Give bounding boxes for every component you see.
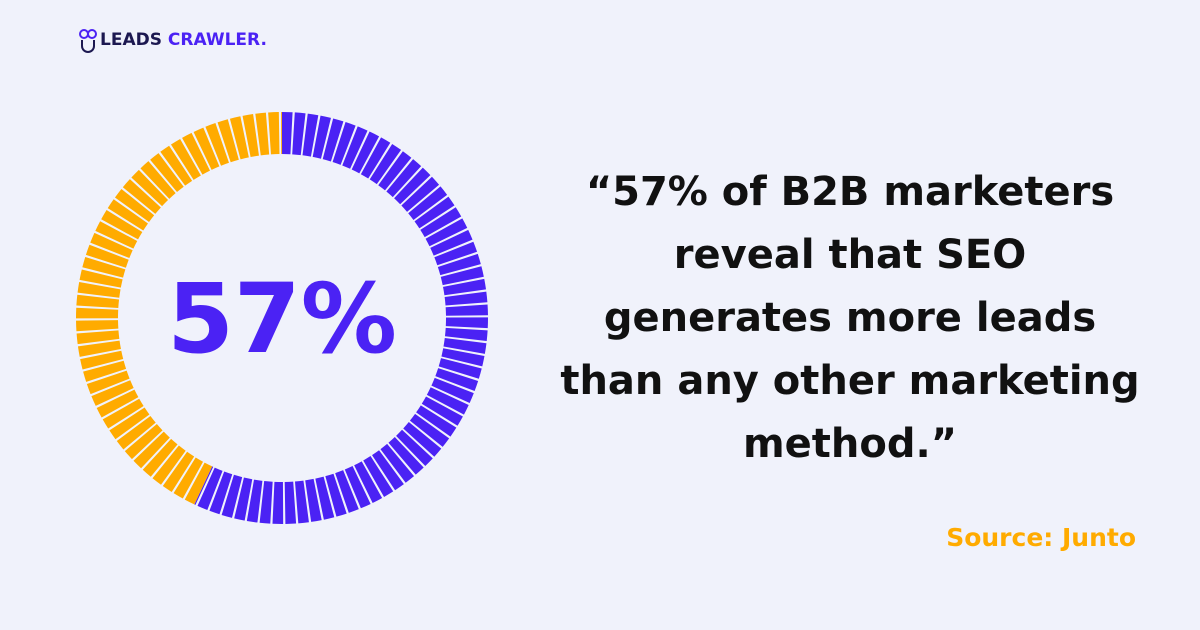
logo-icon	[87, 29, 97, 39]
donut-chart	[76, 112, 488, 524]
center-label: 57%	[167, 263, 397, 375]
brand-word: CRAWLER.	[168, 30, 267, 50]
quote-line: generates more leads	[604, 295, 1096, 341]
brand-word: LEADS	[100, 30, 162, 50]
quote: “57% of B2B marketers reveal that SEO gene…	[560, 169, 1139, 467]
logo-text: LEADS CRAWLER.	[100, 30, 267, 50]
donut-slice	[76, 112, 283, 505]
quote-line: “57% of B2B marketers	[586, 169, 1114, 215]
logo-icon	[81, 40, 95, 53]
quote-line: method.”	[743, 421, 957, 467]
source: Source: Junto	[946, 523, 1136, 552]
quote-line: reveal that SEO	[674, 232, 1026, 278]
logo: LEADS CRAWLER.	[79, 29, 267, 53]
donut-slice	[194, 112, 488, 524]
quote-line: than any other marketing	[560, 358, 1139, 404]
